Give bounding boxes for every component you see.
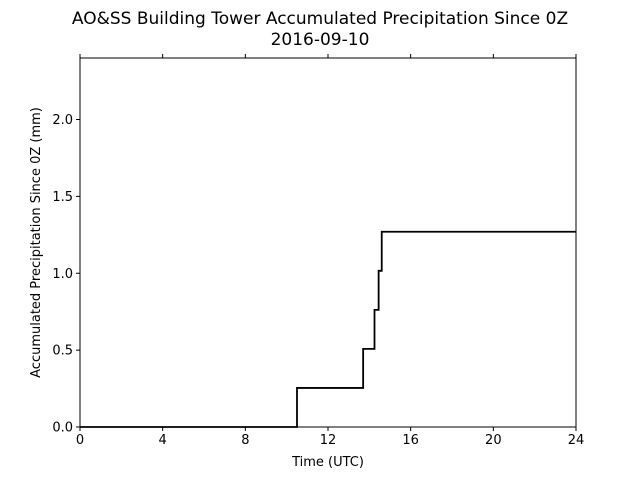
x-tick-label: 8 bbox=[241, 433, 249, 448]
y-tick-label: 1.5 bbox=[52, 190, 73, 205]
x-tick-label: 24 bbox=[568, 433, 585, 448]
x-tick-label: 16 bbox=[402, 433, 419, 448]
chart-subtitle: 2016-09-10 bbox=[271, 30, 370, 50]
y-axis-label: Accumulated Precipitation Since 0Z (mm) bbox=[29, 107, 44, 378]
y-tick-label: 0.5 bbox=[52, 344, 73, 359]
axis-ticks: 0 4 8 12 16 20 24 0.0 0.5 1.0 1.5 2.0 bbox=[52, 54, 584, 448]
x-tick-label: 20 bbox=[485, 433, 502, 448]
precipitation-series-line bbox=[80, 230, 576, 428]
series-layer bbox=[80, 230, 576, 428]
plot-frame bbox=[79, 57, 577, 428]
x-tick-label: 0 bbox=[76, 433, 84, 448]
x-tick-label: 12 bbox=[320, 433, 337, 448]
y-tick-label: 2.0 bbox=[52, 113, 73, 128]
chart-title: AO&SS Building Tower Accumulated Precipi… bbox=[72, 9, 568, 29]
y-tick-label: 1.0 bbox=[52, 267, 73, 282]
x-tick-label: 4 bbox=[159, 433, 167, 448]
y-tick-label: 0.0 bbox=[52, 421, 73, 436]
x-axis-label: Time (UTC) bbox=[291, 455, 364, 470]
